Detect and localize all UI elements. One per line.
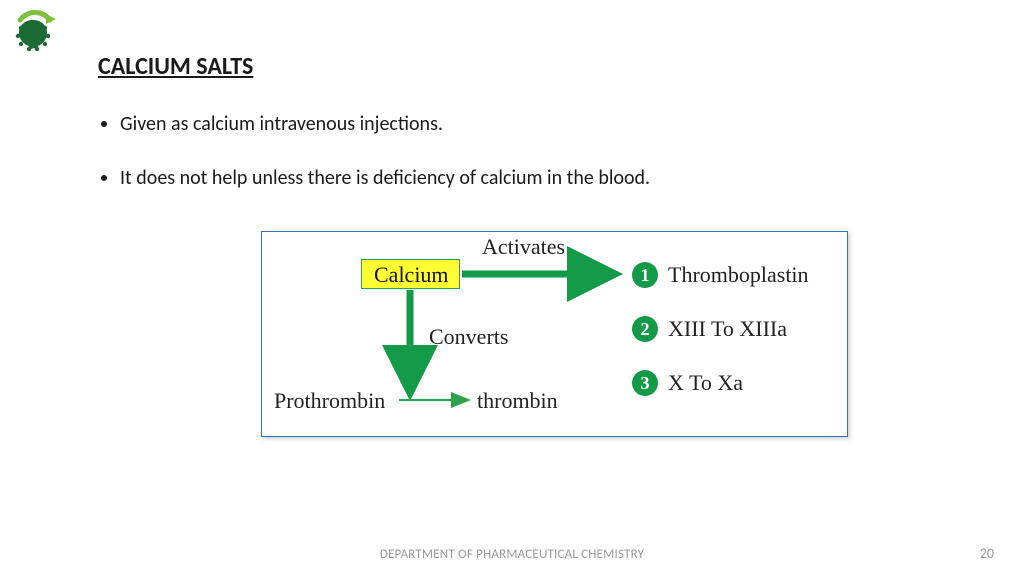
diagram: Calcium Activates Converts Prothrombin t… — [261, 231, 848, 437]
num-circle-icon: 1 — [632, 262, 658, 288]
item-xiii: 2 XIII To XIIIa — [632, 316, 787, 342]
footer-page-number: 20 — [980, 545, 994, 562]
footer-department: DEPARTMENT OF PHARMACEUTICAL CHEMISTRY — [0, 547, 1024, 562]
bullet-item: It does not help unless there is deficie… — [120, 166, 650, 190]
item-x: 3 X To Xa — [632, 370, 743, 396]
logo — [8, 6, 58, 56]
item-label: Thromboplastin — [668, 262, 809, 288]
item-label: XIII To XIIIa — [668, 316, 787, 342]
page-title: CALCIUM SALTS — [98, 52, 253, 81]
label-thrombin: thrombin — [477, 388, 558, 414]
bullet-item: Given as calcium intravenous injections. — [120, 112, 650, 136]
label-prothrombin: Prothrombin — [274, 388, 385, 414]
item-thromboplastin: 1 Thromboplastin — [632, 262, 809, 288]
label-activates: Activates — [482, 234, 565, 260]
gear-icon — [16, 20, 50, 51]
node-calcium: Calcium — [361, 259, 460, 289]
label-converts: Converts — [429, 324, 508, 350]
item-label: X To Xa — [668, 370, 743, 396]
num-circle-icon: 2 — [632, 316, 658, 342]
bullet-list: Given as calcium intravenous injections.… — [98, 112, 650, 220]
num-circle-icon: 3 — [632, 370, 658, 396]
